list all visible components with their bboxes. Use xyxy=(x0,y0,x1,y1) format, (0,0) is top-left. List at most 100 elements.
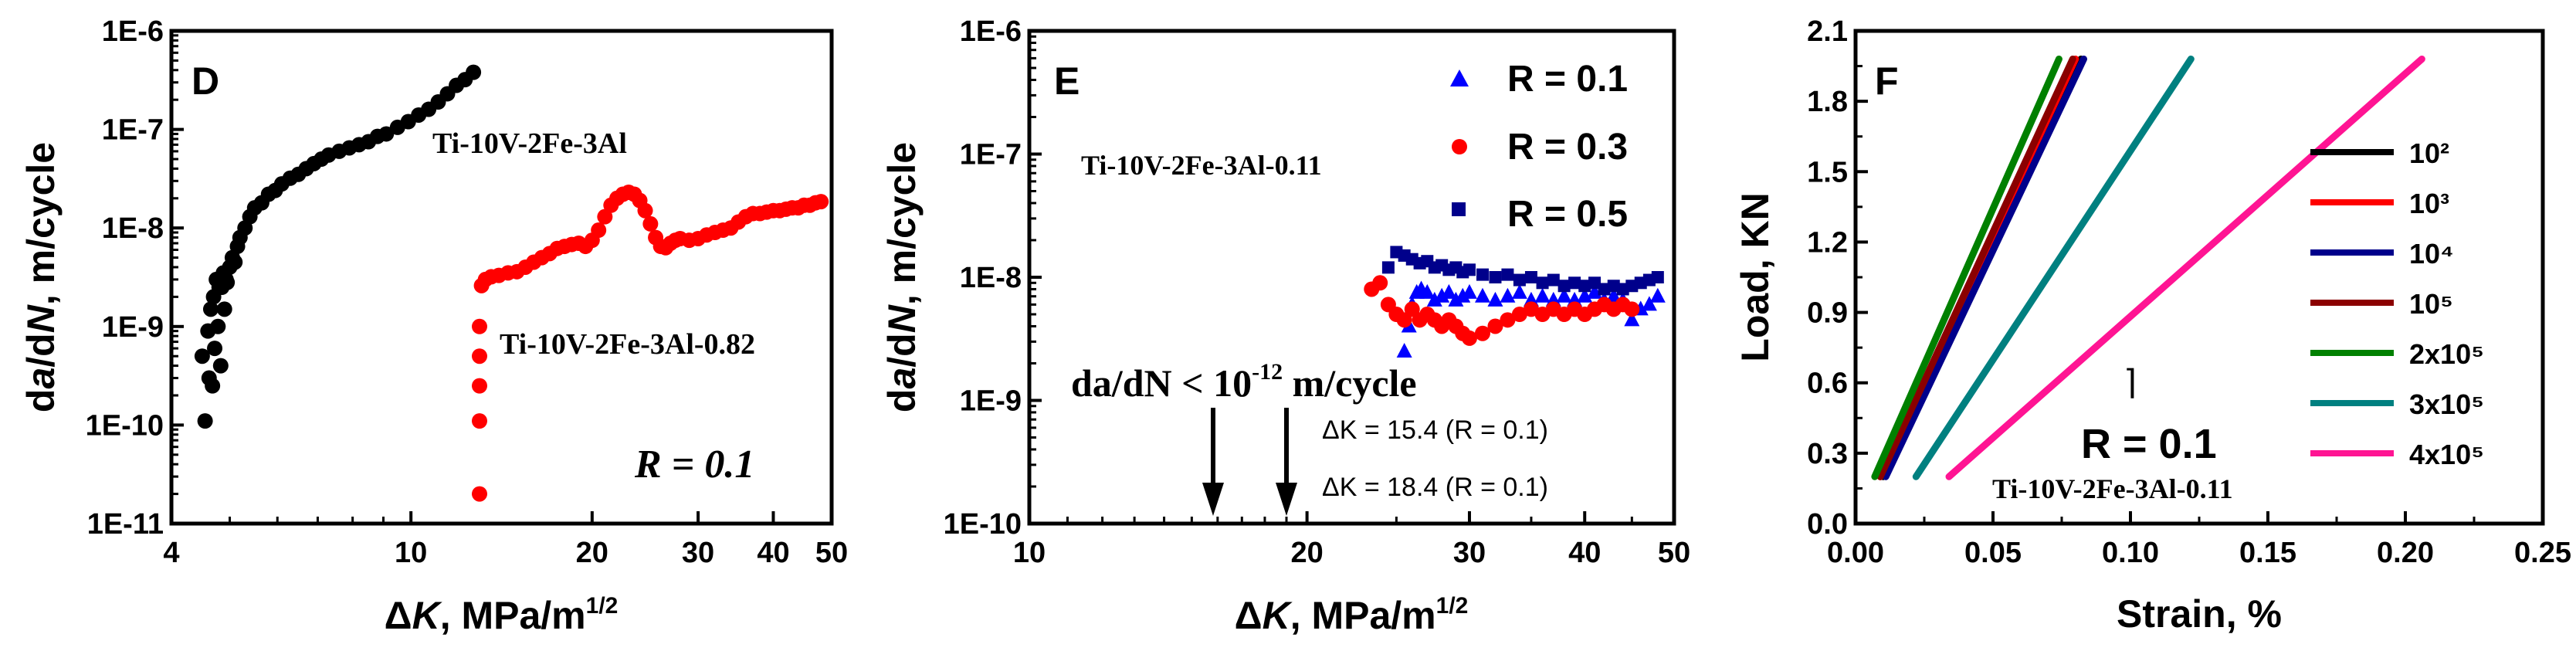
panel-f-annotation-alloy: Ti-10V-2Fe-3Al-0.11 xyxy=(1992,473,2233,504)
panel-e-arrow-154 xyxy=(1202,408,1224,516)
panel-e-series0-point xyxy=(1487,291,1503,307)
panel-d-x-axis-label-unit: , MPa/m xyxy=(440,594,586,637)
panel-e-y-tick-label: 1E-6 xyxy=(960,15,1022,48)
panel-e-annotation-alloy: Ti-10V-2Fe-3Al-0.11 xyxy=(1081,150,1322,181)
panel-e-annotation-rate-exponent: -12 xyxy=(1252,359,1283,385)
panel-e-series0-point xyxy=(1577,287,1593,303)
panel-e-x-axis-label-unit: , MPa/m xyxy=(1290,594,1436,637)
panel-e-series2-point xyxy=(1381,261,1395,274)
panel-e-series1-point xyxy=(1487,318,1503,334)
panel-e-series0-point xyxy=(1448,291,1464,307)
panel-f-legend-label: 3x10⁵ xyxy=(2409,388,2484,420)
panel-f-y-ticks: 0.0 0.3 0.6 0.9 1.2 1.5 1.8 2.1 xyxy=(1807,15,1868,541)
panel-e-series0-point xyxy=(1641,296,1657,311)
panel-f-x-tick-label: 0.20 xyxy=(2377,537,2434,569)
panel-d-series0-point xyxy=(207,341,223,357)
panel-e-x-tick-label: 50 xyxy=(1658,537,1690,569)
panel-e-y-axis-label-a: a xyxy=(880,368,924,389)
panel-f-series-line xyxy=(1945,55,2425,480)
panel-e-series0-point xyxy=(1434,287,1450,303)
panel-e-legend: R = 0.1 R = 0.3 R = 0.5 xyxy=(1450,59,1628,235)
panel-e-annotation-rate: da/dN < 10-12 m/cycle xyxy=(1071,359,1417,405)
panel-d-x-tick-label: 20 xyxy=(576,537,608,569)
panel-d: 4 10 20 30 40 50 1E-11 1E-10 1E-9 1E-8 1E-7 1E-6 D… xyxy=(19,15,848,637)
panel-e-annotation-rate-main: da/dN < 10 xyxy=(1071,361,1252,405)
panel-f-legend-label: 4x10⁵ xyxy=(2409,439,2484,470)
panel-e-series0-point xyxy=(1396,343,1412,358)
panel-d-y-tick-label: 1E-8 xyxy=(102,212,164,245)
panel-d-series1-point xyxy=(471,486,487,502)
panel-d-y-axis-label-d: d xyxy=(19,389,63,413)
panel-e-series1-point xyxy=(1404,301,1420,317)
panel-e-legend-label-r01: R = 0.1 xyxy=(1507,59,1628,100)
panel-f-y-tick-label: 1.5 xyxy=(1807,156,1848,188)
panel-e-x-axis-label-exponent: 1/2 xyxy=(1436,593,1469,619)
panel-e-series2-point xyxy=(1578,280,1591,293)
panel-f-y-tick-label: 1.2 xyxy=(1807,226,1848,259)
panel-e-x-axis-label: ΔK, MPa/m1/2 xyxy=(1235,593,1469,637)
panel-d-y-ticks: 1E-11 1E-10 1E-9 1E-8 1E-7 1E-6 xyxy=(86,15,184,541)
panel-f-small-mark: ⌉ xyxy=(2124,364,2137,402)
panel-f-y-tick-label: 0.0 xyxy=(1807,508,1848,541)
panel-e-series0-point xyxy=(1511,283,1527,299)
panel-e-arrow-184-head xyxy=(1276,483,1297,516)
panel-f-series-line xyxy=(1876,55,2076,480)
panel-f: 0.00 0.05 0.10 0.15 0.20 0.25 0.0 0.3 0.6 0.9 1.2… xyxy=(1734,15,2571,636)
panel-f-data-lines xyxy=(1871,55,2425,480)
panel-e-series2-point xyxy=(1476,268,1489,281)
panel-e-series1-point xyxy=(1396,312,1412,328)
panel-d-series1-point xyxy=(471,318,487,334)
panel-e-series1-point xyxy=(1372,275,1388,291)
panel-e-y-tick-label: 1E-9 xyxy=(960,385,1022,418)
panel-d-series0-point xyxy=(378,126,395,142)
panel-d-y-axis-label-unit: , m/cycle xyxy=(19,142,63,305)
panel-f-legend-label: 10³ xyxy=(2409,188,2449,219)
panel-d-x-axis-label: ΔK, MPa/m1/2 xyxy=(385,593,619,637)
panel-e-series2-point xyxy=(1513,273,1526,287)
panel-e-arrow-184 xyxy=(1276,408,1297,516)
panel-e-y-tick-label: 1E-7 xyxy=(960,139,1022,171)
panel-e-y-axis-label-d: d xyxy=(880,389,924,413)
panel-d-series0-point xyxy=(194,348,210,364)
panel-e-series2-point xyxy=(1547,273,1560,287)
panel-e-series2-point xyxy=(1524,271,1537,283)
panel-d-y-axis-label-slash-d: /d xyxy=(19,333,63,367)
panel-d-plot-area xyxy=(169,29,834,526)
panel-f-legend-label: 10⁴ xyxy=(2409,238,2454,270)
panel-f-y-axis-label: Load, KN xyxy=(1734,192,1777,361)
panel-d-series0-point xyxy=(202,301,219,317)
panel-e-series0-point xyxy=(1441,283,1457,299)
panel-e-data-points xyxy=(1364,246,1666,358)
panel-e-legend-label-r03: R = 0.3 xyxy=(1507,127,1628,168)
panel-e-y-tick-label: 1E-10 xyxy=(944,508,1022,541)
panel-e-x-axis-label-k: K xyxy=(1263,594,1293,637)
panel-d-series0-point xyxy=(197,413,213,429)
panel-f-series-line xyxy=(1871,55,2062,480)
panel-f-legend: 10² 10³ 10⁴ 10⁵ 2x10⁵ 3x10⁵ 4x10⁵ xyxy=(2310,137,2484,470)
panel-e-series0-point xyxy=(1649,287,1666,303)
panel-d-series0-point xyxy=(466,64,482,80)
panel-f-x-tick-label: 0.10 xyxy=(2102,537,2159,569)
panel-d-y-tick-label: 1E-6 xyxy=(102,15,164,48)
panel-e-x-ticks: 10 20 30 40 50 xyxy=(1013,511,1690,569)
panel-f-series-line xyxy=(1882,55,2087,480)
panel-d-x-ticks: 4 10 20 30 40 50 xyxy=(163,511,848,569)
panel-d-series1-point xyxy=(591,222,607,239)
panel-e-series2-point xyxy=(1489,271,1502,283)
panel-e-series2-point xyxy=(1651,271,1664,283)
panel-d-x-tick-label: 30 xyxy=(682,537,714,569)
panel-e-annotation-rate-unit: m/cycle xyxy=(1283,361,1417,405)
panel-e-x-tick-label: 20 xyxy=(1290,537,1323,569)
panel-e-series2-point xyxy=(1588,276,1602,290)
panel-e-series0-point xyxy=(1605,287,1622,303)
panel-d-series0-point xyxy=(227,254,243,270)
panel-d-annotation-r: R = 0.1 xyxy=(634,442,754,487)
panel-d-y-tick-label: 1E-9 xyxy=(102,311,164,344)
panel-e-series0-point xyxy=(1419,283,1435,299)
panel-e-series2-point xyxy=(1501,268,1514,281)
panel-e-series2-point xyxy=(1568,276,1581,290)
panel-f-legend-label: 2x10⁵ xyxy=(2409,338,2484,370)
panel-d-series0-point xyxy=(212,358,229,374)
panel-d-y-axis-label-a: a xyxy=(19,368,63,389)
panel-e-y-axis-label-n: N xyxy=(880,304,924,333)
